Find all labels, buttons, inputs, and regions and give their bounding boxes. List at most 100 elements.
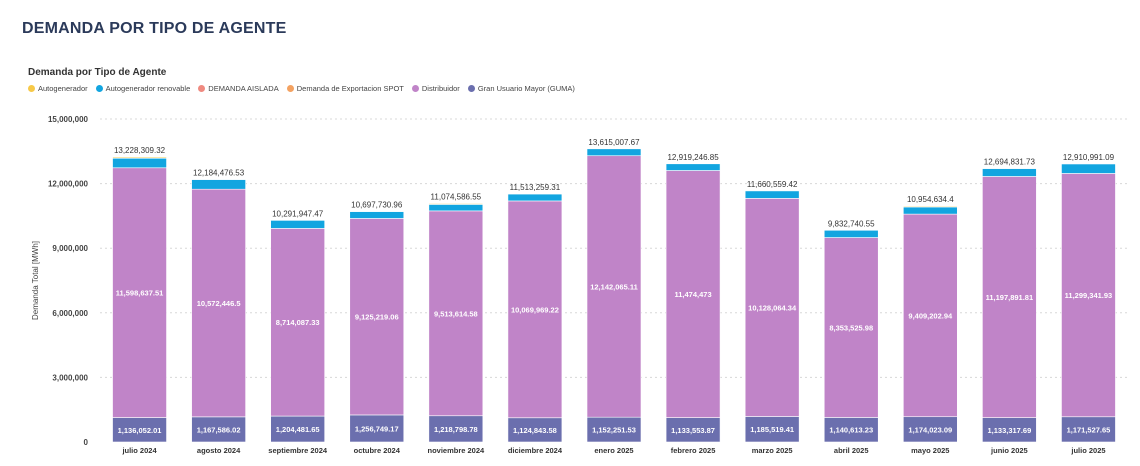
bar-segment-gran-usuario-mayor-guma	[1061, 416, 1116, 443]
data-label-distribuidor: 10,128,064.34	[748, 303, 797, 312]
data-label-gran-usuario-mayor-guma: 1,174,023.09	[908, 425, 952, 434]
bar-segment-autogenerador-renovable	[428, 204, 484, 212]
bar-total-label: 11,660,559.42	[747, 180, 798, 189]
legend-item-distribuidor[interactable]: Distribuidor	[411, 84, 460, 93]
bar-segment-distribuidor	[428, 210, 484, 417]
y-tick-label: 6,000,000	[52, 309, 88, 318]
bar-segment-gran-usuario-mayor-guma	[586, 416, 642, 443]
bar-segment-gran-usuario-mayor-guma	[823, 417, 879, 443]
data-label-distribuidor: 11,598,637.51	[116, 289, 164, 298]
bar-segment-gran-usuario-mayor-guma	[665, 417, 721, 443]
legend-dot-icon	[467, 85, 475, 92]
bar-segment-distribuidor	[982, 176, 1037, 418]
bar-segment-distribuidor	[586, 155, 642, 418]
data-label-gran-usuario-mayor-guma: 1,204,481.65	[276, 425, 320, 434]
legend-dot-icon	[28, 85, 35, 92]
bar-segment-distribuidor	[270, 228, 325, 417]
bar-segment-autogenerador-renovable	[586, 148, 642, 157]
bar-segment-autogenerador-renovable	[903, 206, 958, 215]
data-label-distribuidor: 11,474,473	[675, 290, 712, 299]
bar-total-label: 11,513,259.31	[510, 183, 561, 192]
y-tick-label: 3,000,000	[52, 373, 88, 382]
data-label-gran-usuario-mayor-guma: 1,167,586.02	[197, 425, 241, 434]
data-label-distribuidor: 12,142,065.11	[590, 282, 638, 291]
bar-segment-distribuidor	[823, 237, 879, 418]
bar-total-label: 10,291,947.47	[272, 209, 324, 218]
page-title: DEMANDA POR TIPO DE AGENTE	[22, 20, 287, 37]
bar-segment-autogenerador-renovable	[507, 193, 563, 202]
bar-segment-distribuidor	[744, 198, 800, 417]
bar-segment-gran-usuario-mayor-guma	[507, 417, 563, 443]
bar-segment-distribuidor	[1061, 173, 1116, 418]
legend-dot-icon	[95, 85, 103, 92]
x-tick-label: junio 2025	[990, 446, 1028, 455]
legend-label: Gran Usuario Mayor (GUMA)	[477, 84, 575, 93]
bar-total-label: 10,697,730.96	[351, 201, 403, 210]
bar-total-label: 10,954,634.4	[907, 195, 954, 204]
data-label-distribuidor: 11,299,341.93	[1065, 291, 1113, 300]
bar-total-label: 13,615,007.67	[588, 138, 640, 147]
legend-item-demanda-aislada[interactable]: DEMANDA AISLADA	[198, 84, 279, 93]
bar-total-label: 12,184,476.53	[193, 169, 245, 178]
data-label-distribuidor: 9,409,202.94	[908, 311, 953, 320]
data-label-distribuidor: 8,714,087.33	[276, 318, 320, 327]
data-label-gran-usuario-mayor-guma: 1,218,798.78	[434, 425, 478, 434]
legend-item-autogenerador-renovable[interactable]: Autogenerador renovable	[95, 84, 191, 93]
data-label-gran-usuario-mayor-guma: 1,171,527.65	[1067, 425, 1111, 434]
bar-segment-gran-usuario-mayor-guma	[982, 417, 1037, 443]
x-tick-label: agosto 2024	[197, 446, 241, 455]
x-tick-label: septiembre 2024	[268, 446, 328, 455]
data-label-distribuidor: 11,197,891.81	[986, 293, 1034, 302]
bar-total-label: 11,074,586.55	[431, 193, 482, 202]
bar-segment-gran-usuario-mayor-guma	[349, 414, 405, 443]
bar-segment-gran-usuario-mayor-guma	[744, 416, 800, 443]
x-tick-label: enero 2025	[594, 446, 633, 455]
x-tick-label: abril 2025	[834, 446, 869, 455]
data-label-distribuidor: 8,353,525.98	[829, 323, 873, 332]
legend-label: Autogenerador renovable	[105, 84, 191, 93]
data-label-gran-usuario-mayor-guma: 1,185,519.41	[750, 425, 794, 434]
bar-segment-gran-usuario-mayor-guma	[112, 417, 167, 443]
bar-total-label: 9,832,740.55	[828, 219, 875, 228]
bar-segment-autogenerador-renovable	[1061, 163, 1116, 174]
legend-dot-icon	[286, 85, 294, 92]
data-label-distribuidor: 9,513,614.58	[434, 309, 478, 318]
data-label-gran-usuario-mayor-guma: 1,133,553.87	[671, 426, 715, 435]
x-tick-label: noviembre 2024	[427, 446, 485, 455]
data-label-gran-usuario-mayor-guma: 1,152,251.53	[592, 426, 636, 435]
bar-total-label: 12,919,246.85	[667, 153, 719, 162]
legend-item-guma[interactable]: Gran Usuario Mayor (GUMA)	[467, 84, 575, 93]
x-tick-label: marzo 2025	[752, 446, 793, 455]
bar-segment-distribuidor	[665, 170, 721, 418]
data-label-gran-usuario-mayor-guma: 1,140,613.23	[829, 426, 873, 435]
legend-label: Distribuidor	[421, 84, 460, 93]
bar-segment-autogenerador	[112, 156, 167, 159]
bar-total-label: 12,910,991.09	[1063, 153, 1115, 162]
bar-segment-gran-usuario-mayor-guma	[903, 416, 958, 443]
bar-segment-autogenerador	[428, 203, 484, 205]
chart-title: Demanda por Tipo de Agente	[28, 67, 167, 78]
bar-segment-distribuidor	[507, 200, 563, 419]
chart-legend: Autogenerador Autogenerador renovable DE…	[28, 84, 583, 93]
legend-item-autogenerador[interactable]: Autogenerador	[28, 84, 88, 93]
bar-total-label: 12,694,831.73	[984, 158, 1036, 167]
x-tick-label: octubre 2024	[354, 446, 401, 455]
bar-segment-autogenerador-renovable	[665, 163, 721, 171]
bar-segment-distribuidor	[349, 218, 405, 416]
data-label-gran-usuario-mayor-guma: 1,256,749.17	[355, 424, 399, 433]
y-tick-label: 9,000,000	[52, 244, 88, 253]
legend-item-exportacion-spot[interactable]: Demanda de Exportacion SPOT	[286, 84, 404, 93]
bar-total-label: 13,228,309.32	[114, 146, 166, 155]
legend-label: DEMANDA AISLADA	[208, 84, 279, 93]
y-tick-label: 0	[84, 438, 89, 447]
x-tick-label: julio 2024	[121, 446, 157, 455]
legend-label: Autogenerador	[38, 84, 88, 93]
y-tick-label: 12,000,000	[48, 180, 89, 189]
bar-segment-distribuidor	[903, 213, 958, 418]
legend-dot-icon	[198, 85, 206, 92]
bar-segment-autogenerador-renovable	[823, 229, 879, 238]
data-label-gran-usuario-mayor-guma: 1,136,052.01	[118, 426, 162, 435]
data-label-distribuidor: 10,572,446.5	[197, 299, 241, 308]
bar-segment-autogenerador-renovable	[270, 220, 325, 229]
